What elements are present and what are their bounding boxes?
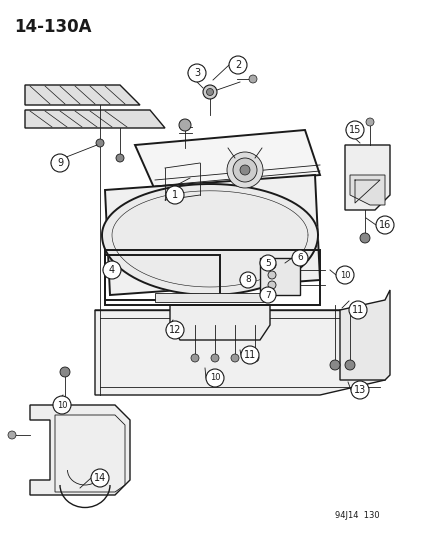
Circle shape <box>233 158 257 182</box>
Circle shape <box>360 233 370 243</box>
Text: 12: 12 <box>169 325 181 335</box>
Circle shape <box>349 301 367 319</box>
Polygon shape <box>25 85 140 105</box>
Circle shape <box>229 56 247 74</box>
Polygon shape <box>155 293 265 302</box>
Circle shape <box>51 154 69 172</box>
Circle shape <box>203 85 217 99</box>
Polygon shape <box>135 130 320 190</box>
Circle shape <box>336 266 354 284</box>
Circle shape <box>206 88 213 95</box>
Text: 6: 6 <box>297 254 303 262</box>
Circle shape <box>351 381 369 399</box>
Text: 3: 3 <box>194 68 200 78</box>
Polygon shape <box>25 110 165 128</box>
Text: 10: 10 <box>340 271 350 279</box>
Circle shape <box>227 152 263 188</box>
Circle shape <box>53 396 71 414</box>
Text: 7: 7 <box>265 290 271 300</box>
Circle shape <box>260 255 276 271</box>
Text: 16: 16 <box>379 220 391 230</box>
Circle shape <box>240 272 256 288</box>
Circle shape <box>231 354 239 362</box>
Polygon shape <box>30 405 130 495</box>
Polygon shape <box>340 290 390 380</box>
Text: 8: 8 <box>245 276 251 285</box>
Text: 2: 2 <box>235 60 241 70</box>
Circle shape <box>260 287 276 303</box>
Circle shape <box>268 261 276 269</box>
Circle shape <box>211 354 219 362</box>
Circle shape <box>268 281 276 289</box>
Text: 94J14  130: 94J14 130 <box>336 511 380 520</box>
Circle shape <box>240 165 250 175</box>
Circle shape <box>91 469 109 487</box>
Text: 10: 10 <box>210 374 220 383</box>
Circle shape <box>206 369 224 387</box>
Polygon shape <box>95 310 385 395</box>
Circle shape <box>179 119 191 131</box>
Text: 11: 11 <box>244 350 256 360</box>
Text: 14-130A: 14-130A <box>14 18 91 36</box>
Polygon shape <box>102 184 318 295</box>
Circle shape <box>241 346 259 364</box>
Text: 5: 5 <box>265 259 271 268</box>
Circle shape <box>103 261 121 279</box>
Text: 15: 15 <box>349 125 361 135</box>
Circle shape <box>96 139 104 147</box>
Circle shape <box>251 354 259 362</box>
Circle shape <box>60 367 70 377</box>
Polygon shape <box>350 175 385 205</box>
Circle shape <box>8 431 16 439</box>
Circle shape <box>191 354 199 362</box>
Circle shape <box>166 321 184 339</box>
Circle shape <box>346 121 364 139</box>
Circle shape <box>188 64 206 82</box>
Circle shape <box>330 360 340 370</box>
Circle shape <box>116 154 124 162</box>
Polygon shape <box>345 145 390 210</box>
Text: 13: 13 <box>354 385 366 395</box>
Polygon shape <box>260 258 300 295</box>
Text: 1: 1 <box>172 190 178 200</box>
Text: 4: 4 <box>109 265 115 275</box>
Text: 14: 14 <box>94 473 106 483</box>
Circle shape <box>292 250 308 266</box>
Circle shape <box>268 271 276 279</box>
Circle shape <box>345 360 355 370</box>
Circle shape <box>166 186 184 204</box>
Text: 11: 11 <box>352 305 364 315</box>
Polygon shape <box>170 305 270 340</box>
Circle shape <box>376 216 394 234</box>
Text: 9: 9 <box>57 158 63 168</box>
Text: 10: 10 <box>57 400 67 409</box>
Circle shape <box>366 118 374 126</box>
Circle shape <box>249 75 257 83</box>
Polygon shape <box>105 175 320 295</box>
